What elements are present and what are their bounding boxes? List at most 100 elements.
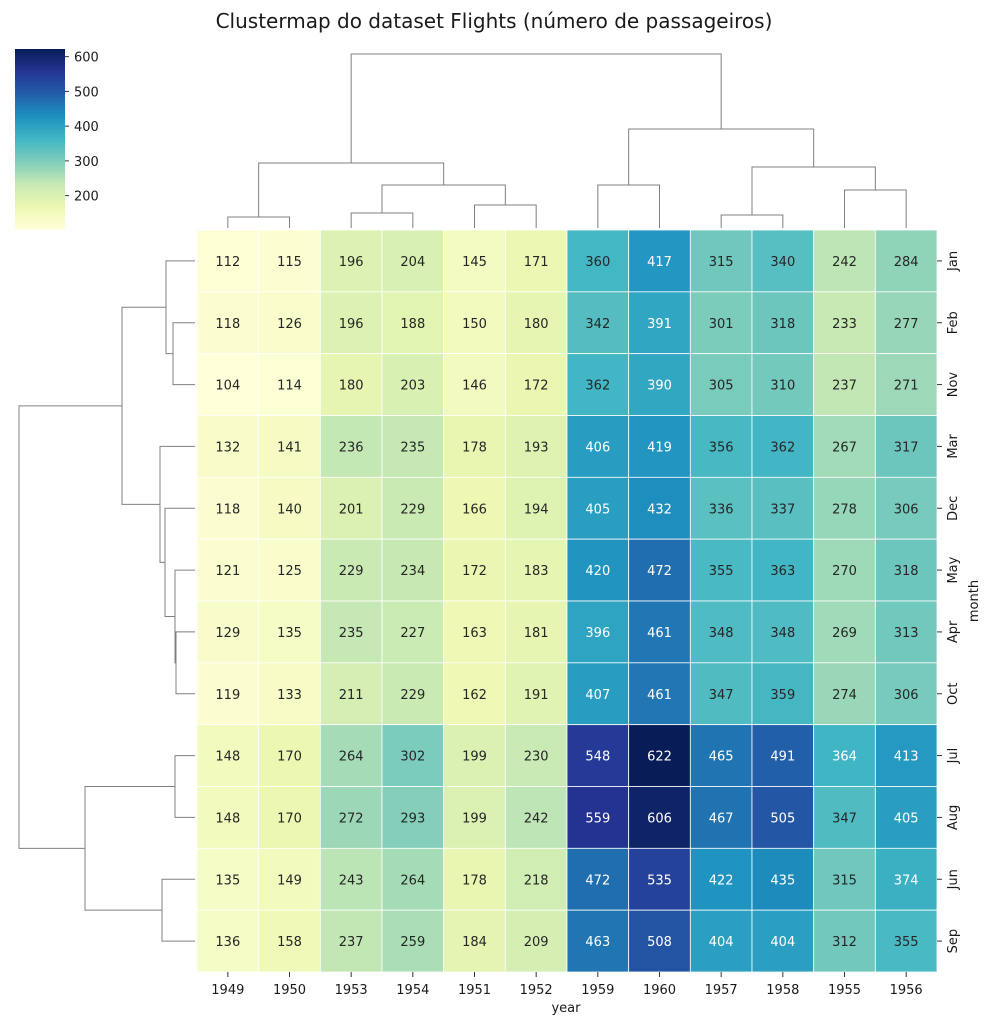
colorbar-segment — [15, 121, 65, 124]
colorbar-segment — [15, 167, 65, 170]
colorbar-segment — [15, 131, 65, 134]
cell-value-label: 233 — [832, 317, 857, 332]
heatmap-cell — [813, 600, 876, 664]
x-tick-label: 1956 — [890, 983, 923, 998]
colorbar-segment — [15, 147, 65, 150]
heatmap-cell — [874, 538, 938, 602]
colorbar-tick-label: 500 — [74, 85, 99, 100]
colorbar-segment — [15, 89, 65, 92]
heatmap-cell — [628, 353, 691, 416]
heatmap-cell — [196, 353, 260, 416]
colorbar-segment — [15, 83, 65, 86]
y-tick-label: Dec — [946, 496, 961, 521]
dendrogram-link — [258, 162, 445, 217]
cell-value-label: 227 — [400, 626, 425, 641]
heatmap-cell — [628, 724, 691, 787]
heatmap-cell — [566, 229, 630, 293]
cell-value-label: 115 — [277, 255, 302, 270]
cell-value-label: 360 — [585, 255, 610, 270]
heatmap-cell — [874, 476, 938, 540]
colorbar-segment — [15, 105, 65, 108]
colorbar-segment — [15, 137, 65, 140]
cell-value-label: 242 — [524, 811, 549, 826]
dendrogram-link — [174, 569, 195, 664]
colorbar-segment — [15, 179, 65, 182]
colorbar-segment — [15, 125, 65, 128]
cell-value-label: 363 — [770, 564, 795, 579]
cell-value-label: 196 — [339, 317, 364, 332]
y-tick-label: Sep — [946, 929, 961, 954]
colorbar-segment — [15, 115, 65, 118]
dendrogram-link — [227, 216, 290, 228]
cell-value-label: 146 — [462, 379, 487, 394]
cell-value-label: 461 — [647, 626, 672, 641]
colorbar-segment — [15, 203, 65, 206]
colorbar-segment — [15, 57, 65, 60]
y-tick-label: Jul — [946, 748, 961, 765]
heatmap-cell — [504, 786, 568, 849]
cell-value-label: 171 — [524, 255, 549, 270]
colorbar-segment — [15, 141, 65, 144]
cell-value-label: 472 — [647, 564, 672, 579]
colorbar-segment — [15, 201, 65, 204]
colorbar-segment — [15, 71, 65, 74]
dendrogram-link — [175, 631, 195, 695]
y-tick-label: Oct — [946, 683, 961, 705]
cell-value-label: 145 — [462, 255, 487, 270]
heatmap-cell — [751, 476, 815, 540]
cell-value-label: 317 — [894, 440, 919, 455]
heatmap-cell — [751, 909, 815, 973]
colorbar-segment — [15, 127, 65, 130]
colorbar-segment — [15, 181, 65, 184]
cell-value-label: 419 — [647, 440, 672, 455]
cell-value-label: 347 — [709, 688, 734, 703]
x-tick-label: 1958 — [766, 983, 799, 998]
heatmap-cell — [381, 353, 445, 416]
cell-value-label: 505 — [770, 811, 795, 826]
cell-value-label: 362 — [770, 440, 795, 455]
cell-value-label: 348 — [770, 626, 795, 641]
cell-value-label: 559 — [585, 811, 610, 826]
heatmap-cell — [381, 476, 445, 540]
cell-value-label: 390 — [647, 379, 672, 394]
heatmap-cells: 112 115 196 204 145 171 360 417 315 340 242 284 118 1… — [196, 229, 938, 973]
colorbar-segment — [15, 117, 65, 120]
heatmap-cell — [751, 538, 815, 602]
x-tick-label: 1952 — [520, 983, 553, 998]
colorbar-segment — [15, 153, 65, 156]
heatmap-cell — [319, 229, 383, 293]
heatmap-cell — [258, 662, 321, 726]
dendrogram-link — [597, 184, 660, 228]
heatmap-cell — [381, 415, 445, 478]
cell-value-label: 491 — [770, 750, 795, 765]
colorbar-segment — [15, 211, 65, 214]
x-tick-label: 1950 — [273, 983, 306, 998]
cell-value-label: 406 — [585, 440, 610, 455]
y-axis-label: month — [967, 580, 982, 622]
y-tick-label: Jan — [946, 251, 961, 272]
cell-value-label: 150 — [462, 317, 487, 332]
heatmap-cell — [319, 909, 383, 973]
cell-value-label: 318 — [894, 564, 919, 579]
heatmap-cell — [319, 291, 383, 355]
cell-value-label: 535 — [647, 873, 672, 888]
colorbar-segment — [15, 221, 65, 224]
cell-value-label: 181 — [524, 626, 549, 641]
cell-value-label: 199 — [462, 811, 487, 826]
cell-value-label: 162 — [462, 688, 487, 703]
cell-value-label: 269 — [832, 626, 857, 641]
cell-value-label: 407 — [585, 688, 610, 703]
colorbar-segment — [15, 63, 65, 66]
cell-value-label: 104 — [215, 379, 240, 394]
cell-value-label: 306 — [894, 502, 919, 517]
heatmap-cell — [258, 600, 321, 664]
cell-value-label: 132 — [215, 440, 240, 455]
colorbar-segment — [15, 139, 65, 142]
heatmap-cell — [813, 291, 876, 355]
heatmap-cell — [566, 476, 630, 540]
heatmap-cell — [751, 229, 815, 293]
cell-value-label: 432 — [647, 502, 672, 517]
cell-value-label: 112 — [215, 255, 240, 270]
heatmap-cell — [504, 724, 568, 787]
y-tick-label: Feb — [946, 311, 961, 334]
